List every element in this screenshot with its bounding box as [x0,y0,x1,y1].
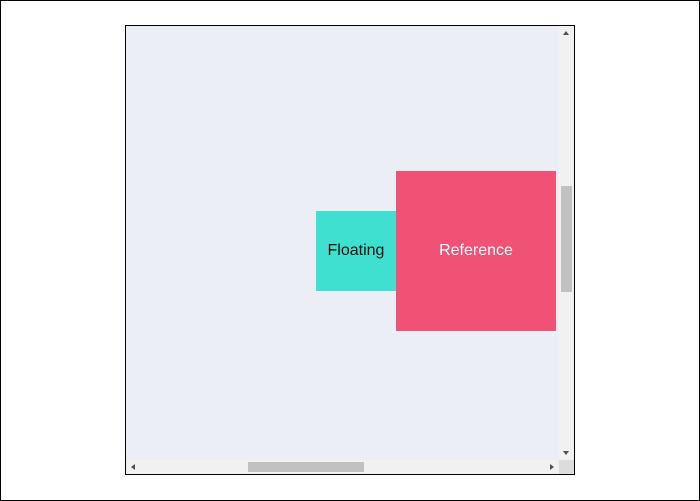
vertical-scroll-thumb[interactable] [561,186,572,292]
scroll-up-arrow-icon[interactable] [563,31,569,35]
scroll-down-arrow-icon[interactable] [563,451,569,455]
scroll-right-arrow-icon[interactable] [550,464,554,470]
scrollbar-corner [559,460,574,474]
reference-element[interactable]: Reference [396,171,556,331]
horizontal-scrollbar[interactable] [126,460,559,474]
reference-label: Reference [439,242,513,259]
scroll-left-arrow-icon[interactable] [131,464,135,470]
vertical-scrollbar[interactable] [559,26,574,460]
floating-element: Floating [316,211,396,291]
horizontal-scroll-thumb[interactable] [248,462,364,472]
floating-label: Floating [327,242,385,259]
scroll-container[interactable]: Floating Reference [125,25,575,475]
scroll-viewport: Floating Reference [126,26,559,460]
